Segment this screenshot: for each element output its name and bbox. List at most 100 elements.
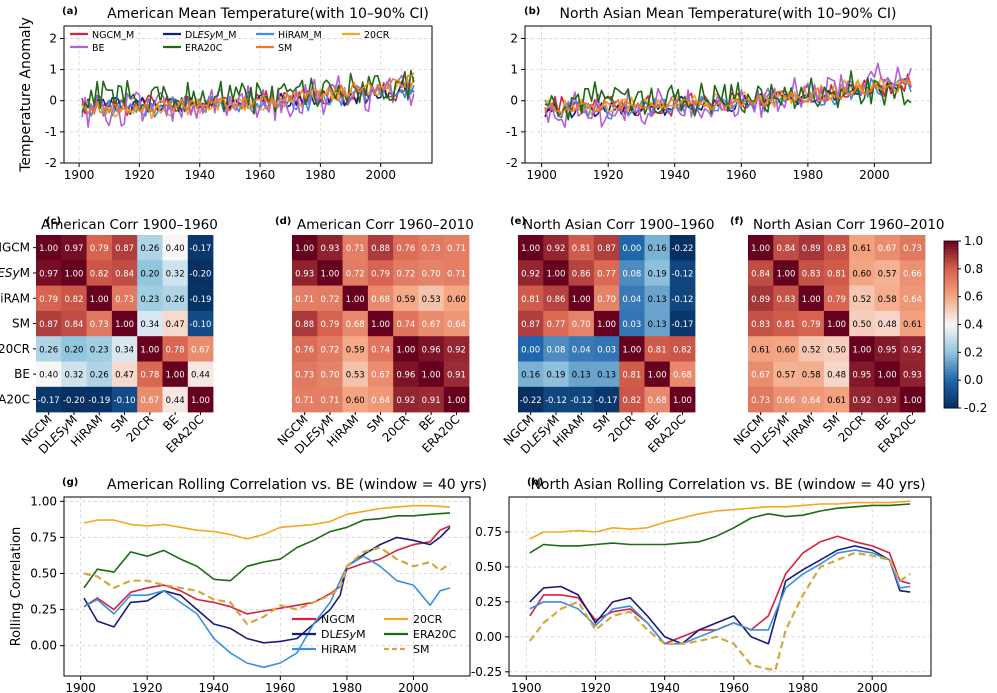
heat-cell — [292, 260, 318, 286]
heat-cell-value: 0.67 — [140, 396, 159, 406]
heat-cell — [162, 235, 189, 261]
series-line-DLESyM — [83, 526, 451, 644]
heat-cell — [899, 260, 926, 286]
heat-cell — [342, 235, 369, 261]
colorbar-step — [944, 377, 958, 381]
heat-cell — [393, 336, 419, 362]
y-tick-label: 1 — [510, 63, 518, 77]
heat-cell-value: 0.93 — [878, 396, 897, 406]
colorbar-step — [944, 260, 958, 264]
heat-cell — [111, 310, 138, 337]
legend-label-DLESyM_M: DLESyM_M — [185, 30, 236, 41]
colorbar-step — [944, 388, 958, 392]
heat-cell — [187, 235, 214, 261]
heat-cell — [669, 336, 696, 362]
heat-cell-value: 0.87 — [115, 244, 134, 254]
heat-cell — [36, 285, 62, 312]
heat-cell — [748, 336, 774, 362]
heat-cell — [162, 361, 189, 388]
heat-cell-value: 0.61 — [751, 345, 770, 355]
heat-cell — [86, 361, 113, 388]
heat-cell-value: 0.66 — [903, 269, 922, 279]
series-line-HiRAM — [83, 555, 451, 669]
colorbar-step — [944, 366, 958, 370]
heat-cell-value: 0.03 — [597, 345, 616, 355]
colorbar-step — [944, 249, 958, 253]
heat-cell-value: 1.00 — [546, 269, 565, 279]
chart-a: 1900 1920 1940 1960 1980 2000 -2 -1 0 1 2 American … — [18, 6, 433, 182]
heat-cell-value: 0.87 — [39, 320, 58, 330]
legend-label-NGCM_M: NGCM_M — [92, 30, 134, 41]
heat-cell — [162, 386, 189, 413]
heat-cell-value: 0.73 — [903, 244, 922, 254]
heat-cell-value: 0.71 — [447, 269, 466, 279]
heat-cell — [568, 336, 595, 362]
heat-cell — [849, 336, 875, 362]
heat-cell — [823, 310, 850, 337]
heat-cell-value: 0.26 — [166, 295, 185, 305]
panel-letter-e: (e) — [510, 216, 526, 227]
colorbar-step — [944, 321, 958, 325]
y-tick-label: 0.25 — [475, 595, 502, 609]
heat-cell-value: 1.00 — [39, 244, 58, 254]
series-line-20CR — [83, 504, 451, 540]
heat-cell — [292, 285, 318, 312]
heat-cell — [823, 235, 850, 261]
heat-cell-value: 0.08 — [622, 269, 641, 279]
series-line-SM — [81, 72, 415, 115]
heat-cell-value: 0.79 — [90, 244, 109, 254]
heat-cell-value: 0.96 — [396, 371, 415, 381]
heat-cell-value: 0.83 — [827, 244, 846, 254]
heat-cell — [518, 310, 544, 337]
heat-cell — [317, 336, 343, 362]
heat-cell — [292, 310, 318, 337]
heat-cell-value: 1.00 — [191, 396, 210, 406]
colorbar-step — [944, 385, 958, 390]
heat-cell — [593, 310, 620, 337]
x-tick-label: 2000 — [857, 681, 888, 693]
heat-cell-value: 0.81 — [572, 244, 591, 254]
chart-title: American Mean Temperature(with 10–90% CI… — [107, 6, 429, 22]
y-tick-label: -1 — [506, 125, 518, 139]
heat-cell-value: 0.83 — [751, 320, 770, 330]
colorbar-tick-label: 0.4 — [964, 318, 983, 332]
heat-cell-value: 0.81 — [521, 295, 540, 305]
y-axis-label: Temperature Anomaly — [18, 17, 34, 173]
colorbar-step — [944, 307, 958, 312]
col-label: 20CR — [835, 412, 868, 445]
legend-label-DLESyM: DLESyM — [321, 628, 366, 641]
colorbar-step — [944, 382, 958, 387]
heat-cell-value: 0.64 — [371, 396, 390, 406]
heat-cell — [849, 310, 875, 337]
heat-cell-value: 0.72 — [396, 269, 415, 279]
heat-cell — [111, 235, 138, 261]
heat-cell-value: 0.92 — [852, 396, 871, 406]
heat-cell — [137, 285, 163, 312]
x-tick-label: 1920 — [124, 168, 155, 182]
heat-cell-value: 1.00 — [751, 244, 770, 254]
colorbar-tick-label: -0.2 — [964, 401, 987, 415]
x-tick-label: 2000 — [398, 681, 429, 693]
heat-cell — [644, 235, 671, 261]
heat-cell-value: 0.76 — [295, 345, 314, 355]
heat-cell — [669, 310, 696, 337]
heat-cell-value: 0.81 — [827, 269, 846, 279]
heat-cell-value: 0.92 — [447, 345, 466, 355]
heat-cell-value: 0.83 — [776, 295, 795, 305]
heat-cell — [367, 285, 394, 312]
heat-cell-value: 1.00 — [140, 345, 159, 355]
heat-cell-value: 0.97 — [39, 269, 58, 279]
heatmap-title: American Corr 1900–1960 — [41, 217, 218, 233]
colorbar-step — [944, 257, 958, 261]
colorbar-step — [944, 402, 958, 406]
series-line-ERA20C — [529, 503, 911, 554]
heat-cell-value: 0.34 — [115, 345, 134, 355]
colorbar-step — [944, 266, 958, 270]
colorbar-step — [944, 394, 958, 398]
heat-cell — [187, 285, 214, 312]
heat-cell — [443, 260, 470, 286]
heatmap-title: North Asian Corr 1900–1960 — [523, 217, 715, 233]
heat-cell — [849, 260, 875, 286]
heat-cell-value: 0.84 — [115, 269, 134, 279]
heat-cell — [874, 235, 901, 261]
